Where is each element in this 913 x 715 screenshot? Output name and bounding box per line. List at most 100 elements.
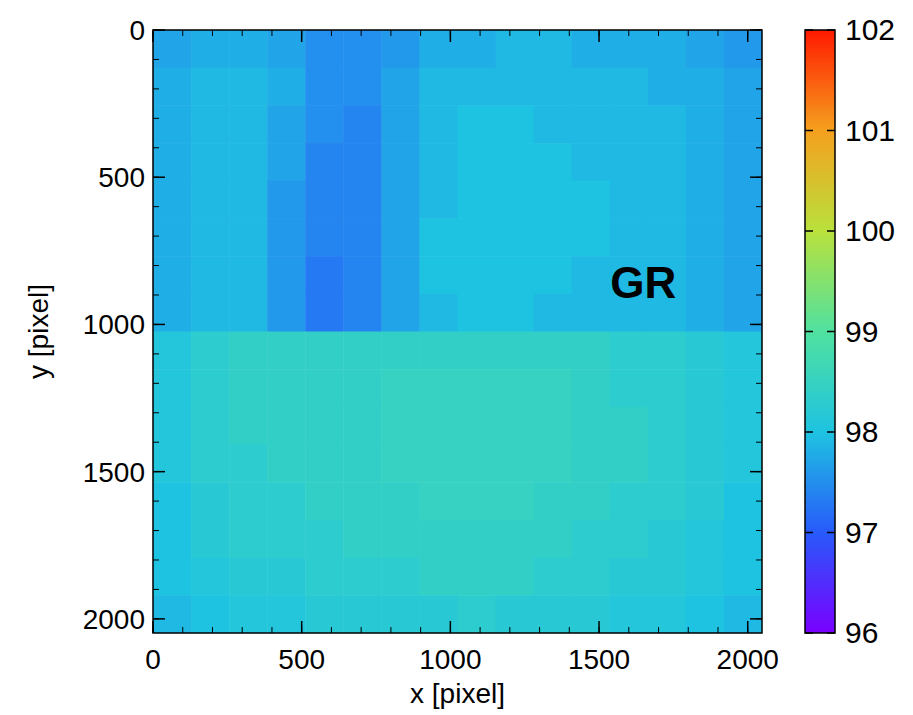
cell bbox=[686, 256, 725, 294]
y-tick bbox=[153, 471, 165, 473]
cell bbox=[191, 181, 230, 219]
y-minor-tick bbox=[756, 265, 762, 266]
y-minor-tick bbox=[153, 471, 159, 472]
cell bbox=[267, 256, 306, 294]
cell bbox=[419, 558, 458, 596]
cell bbox=[610, 369, 649, 407]
cell bbox=[153, 407, 192, 445]
cell bbox=[572, 105, 611, 143]
y-tick-right bbox=[750, 176, 762, 178]
cell bbox=[191, 105, 230, 143]
y-minor-tick bbox=[756, 30, 762, 31]
cell bbox=[267, 181, 306, 219]
cell bbox=[229, 558, 268, 596]
colorbar-tick bbox=[805, 532, 813, 534]
cell bbox=[724, 181, 762, 219]
cell bbox=[267, 482, 306, 520]
cell bbox=[229, 294, 268, 332]
cell bbox=[458, 105, 497, 143]
colorbar-tick bbox=[827, 632, 835, 634]
cell bbox=[534, 482, 573, 520]
cell bbox=[724, 332, 762, 370]
cell bbox=[572, 520, 611, 558]
x-tick-label: 1000 bbox=[419, 644, 481, 675]
cell bbox=[648, 445, 687, 483]
cell bbox=[191, 407, 230, 445]
cell bbox=[496, 181, 535, 219]
y-tick-label: 500 bbox=[98, 162, 145, 193]
cell bbox=[648, 482, 687, 520]
cell bbox=[381, 332, 420, 370]
cell bbox=[153, 445, 192, 483]
cell bbox=[686, 595, 725, 633]
colorbar-tick bbox=[827, 431, 835, 433]
x-tick-label: 500 bbox=[278, 644, 325, 675]
cell bbox=[458, 218, 497, 256]
cell bbox=[305, 445, 344, 483]
cell bbox=[267, 445, 306, 483]
cell bbox=[458, 143, 497, 181]
cell bbox=[648, 105, 687, 143]
y-minor-tick bbox=[756, 324, 762, 325]
y-minor-tick bbox=[756, 530, 762, 531]
x-tick bbox=[301, 621, 303, 633]
y-minor-tick bbox=[756, 118, 762, 119]
cell bbox=[496, 482, 535, 520]
cell bbox=[496, 30, 535, 68]
cell bbox=[458, 332, 497, 370]
cell bbox=[686, 181, 725, 219]
cell bbox=[610, 143, 649, 181]
cell bbox=[381, 68, 420, 106]
y-tick-right bbox=[750, 618, 762, 620]
cell bbox=[381, 256, 420, 294]
x-minor-tick bbox=[212, 30, 213, 36]
y-tick bbox=[153, 29, 165, 31]
cell bbox=[686, 332, 725, 370]
cell bbox=[534, 68, 573, 106]
cell bbox=[419, 332, 458, 370]
cell bbox=[534, 332, 573, 370]
cell bbox=[648, 332, 687, 370]
cell bbox=[534, 407, 573, 445]
cell bbox=[610, 558, 649, 596]
x-minor-tick bbox=[242, 30, 243, 36]
cell bbox=[686, 218, 725, 256]
cell bbox=[153, 181, 192, 219]
cell bbox=[343, 105, 382, 143]
y-minor-tick bbox=[756, 294, 762, 295]
cell bbox=[305, 407, 344, 445]
x-minor-tick bbox=[569, 30, 570, 36]
y-minor-tick bbox=[756, 236, 762, 237]
cell bbox=[305, 105, 344, 143]
cell bbox=[648, 30, 687, 68]
cell bbox=[229, 520, 268, 558]
y-minor-tick bbox=[153, 501, 159, 502]
cell bbox=[686, 445, 725, 483]
cell bbox=[229, 30, 268, 68]
cell bbox=[343, 143, 382, 181]
cell bbox=[686, 482, 725, 520]
y-minor-tick bbox=[756, 177, 762, 178]
y-minor-tick bbox=[153, 559, 159, 560]
y-tick bbox=[153, 176, 165, 178]
cell bbox=[458, 445, 497, 483]
cell bbox=[610, 181, 649, 219]
x-minor-tick bbox=[153, 30, 154, 36]
cell bbox=[686, 294, 725, 332]
x-minor-tick bbox=[509, 627, 510, 633]
x-minor-tick bbox=[658, 627, 659, 633]
cell bbox=[610, 482, 649, 520]
cell bbox=[458, 68, 497, 106]
x-minor-tick bbox=[153, 627, 154, 633]
x-minor-tick bbox=[717, 30, 718, 36]
cell bbox=[229, 68, 268, 106]
x-minor-tick bbox=[420, 627, 421, 633]
cell bbox=[534, 218, 573, 256]
cell bbox=[648, 68, 687, 106]
cell bbox=[229, 143, 268, 181]
cell bbox=[496, 369, 535, 407]
y-minor-tick bbox=[153, 412, 159, 413]
cell bbox=[458, 520, 497, 558]
cell bbox=[458, 256, 497, 294]
cell bbox=[381, 369, 420, 407]
